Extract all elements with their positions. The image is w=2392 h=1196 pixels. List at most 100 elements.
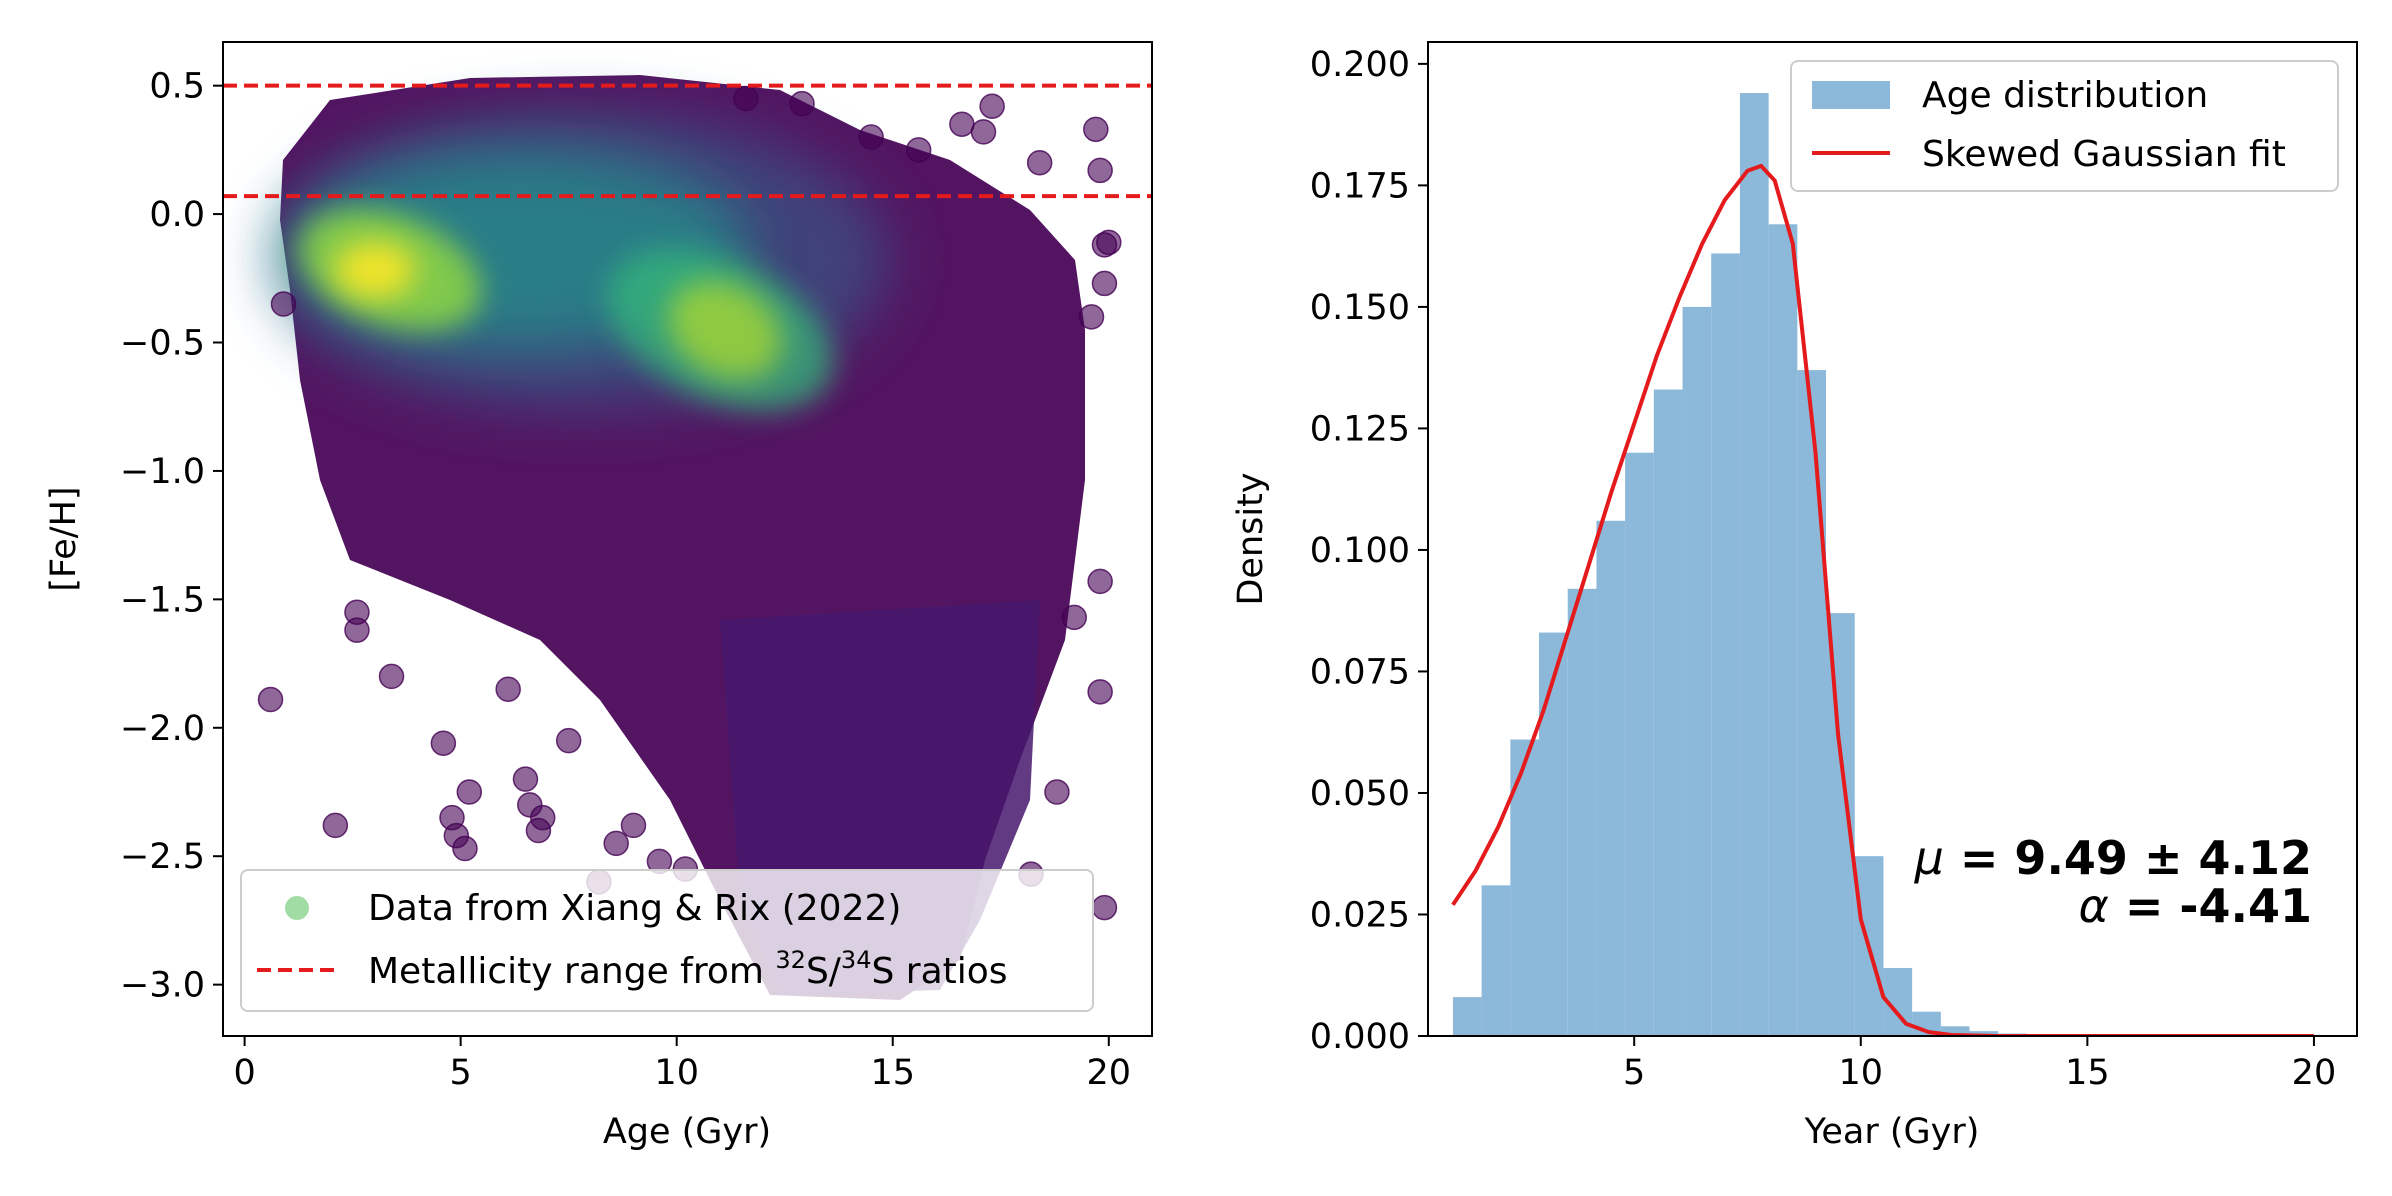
histogram-bar bbox=[1625, 452, 1654, 1036]
scatter-point bbox=[733, 85, 759, 112]
scatter-point bbox=[905, 137, 932, 163]
histogram-bar bbox=[1539, 632, 1568, 1036]
scatter-point bbox=[970, 119, 997, 145]
scatter-x-ticks: 0 5 10 15 20 bbox=[233, 1036, 1131, 1093]
scatter-point bbox=[495, 676, 521, 703]
histogram-axes-frame bbox=[1427, 41, 2358, 1037]
scatter-point bbox=[1096, 229, 1122, 256]
histogram-bar bbox=[1653, 389, 1683, 1036]
scatter-x-axis-label: Age (Gyr) bbox=[603, 1112, 771, 1152]
x-tick-label: 20 bbox=[2292, 1053, 2337, 1093]
x-tick-label: 10 bbox=[654, 1053, 699, 1093]
scatter-point bbox=[529, 804, 556, 831]
scatter-point bbox=[1091, 270, 1118, 297]
y-tick-label: 0.000 bbox=[1310, 1017, 1410, 1057]
y-tick-label: 0.050 bbox=[1310, 774, 1410, 814]
histogram-bars bbox=[1452, 93, 2142, 1036]
scatter-point bbox=[1087, 568, 1113, 595]
scatter-y-axis-label: [Fe/H] bbox=[44, 486, 84, 591]
histogram-x-axis-label: Year (Gyr) bbox=[1804, 1112, 1980, 1152]
scatter-axes-frame bbox=[222, 41, 1153, 1037]
scatter-point bbox=[456, 779, 483, 805]
metallicity-range-lines bbox=[223, 83, 1152, 199]
scatter-point bbox=[949, 111, 975, 137]
scatter-point bbox=[322, 812, 349, 839]
y-tick-label: −3.0 bbox=[120, 966, 205, 1006]
histogram-bar bbox=[1768, 224, 1798, 1036]
scatter-point bbox=[1087, 157, 1113, 184]
histogram-bar bbox=[1481, 885, 1511, 1036]
histogram-bar bbox=[1711, 253, 1740, 1036]
y-tick-label: −2.5 bbox=[120, 837, 205, 877]
y-tick-label: 0.075 bbox=[1310, 652, 1410, 692]
scatter-panel: 0 5 10 15 20 0.50.0−0.5−1.0−1.5−2.0−2.5−3.0 … bbox=[44, 41, 1153, 1152]
legend-label-age-distribution: Age distribution bbox=[1922, 75, 2208, 116]
scatter-point bbox=[1026, 149, 1053, 176]
annotation-alpha: α = -4.41 bbox=[2079, 879, 2313, 933]
x-tick-label: 15 bbox=[870, 1053, 915, 1093]
y-tick-label: −1.0 bbox=[120, 452, 205, 492]
scatter-point bbox=[603, 830, 629, 857]
y-tick-label: 0.150 bbox=[1310, 288, 1410, 328]
scatter-points bbox=[257, 85, 1122, 921]
scatter-y-ticks: 0.5 0.0 −0.5 −1.0 −1.5 −2.0 −2.5 −3.0 bbox=[120, 67, 223, 1006]
histogram-bar bbox=[1969, 1031, 1999, 1036]
scatter-point bbox=[270, 291, 297, 317]
histogram-plot-area bbox=[1451, 93, 2314, 1036]
y-tick-label: 0.200 bbox=[1310, 45, 1410, 85]
density-core-1-peak bbox=[335, 242, 415, 298]
scatter-point bbox=[1078, 304, 1105, 330]
histogram-legend: Age distribution Skewed Gaussian fit bbox=[1790, 60, 2339, 192]
scatter-point bbox=[979, 93, 1005, 119]
x-tick-label: 5 bbox=[450, 1053, 472, 1093]
scatter-point bbox=[1044, 779, 1070, 805]
x-tick-label: 0 bbox=[233, 1053, 255, 1093]
scatter-point bbox=[1087, 679, 1113, 705]
scatter-point bbox=[257, 686, 284, 713]
y-tick-label: −1.5 bbox=[120, 580, 205, 620]
x-tick-label: 15 bbox=[2065, 1053, 2110, 1093]
scatter-point bbox=[620, 812, 647, 839]
annotation-mu: μ = 9.49 ± 4.12 bbox=[1914, 831, 2312, 885]
y-tick-label: 0.100 bbox=[1310, 531, 1410, 571]
density-core-2 bbox=[668, 280, 782, 380]
scatter-point bbox=[1091, 894, 1118, 921]
histogram-bar bbox=[1797, 370, 1827, 1036]
histogram-bar bbox=[1567, 588, 1597, 1036]
y-tick-label: 0.025 bbox=[1310, 895, 1410, 935]
scatter-point bbox=[378, 663, 405, 690]
scatter-plot-area bbox=[223, 75, 1152, 1000]
y-tick-label: 0.0 bbox=[149, 195, 205, 235]
histogram-y-ticks: 0.000 0.025 0.050 0.075 0.100 0.125 0.150 0.175… bbox=[1310, 45, 1428, 1057]
x-tick-label: 20 bbox=[1087, 1053, 1132, 1093]
scatter-legend-box bbox=[240, 869, 1094, 1012]
histogram-panel: 5 10 15 20 0.0000.0250.0500.0750.1000.1250.… bbox=[1231, 41, 2358, 1152]
legend-marker-data bbox=[285, 896, 309, 920]
legend-label-fit: Skewed Gaussian fit bbox=[1922, 134, 2286, 175]
legend-label-data: Data from Xiang & Rix (2022) bbox=[368, 888, 901, 929]
y-tick-label: 0.175 bbox=[1310, 166, 1410, 206]
legend-label-metallicity: Metallicity range from 32S/34S ratios bbox=[368, 946, 1008, 992]
histogram-bar bbox=[1739, 93, 1769, 1036]
x-tick-label: 5 bbox=[1623, 1053, 1645, 1093]
histogram-bar bbox=[1940, 1026, 1970, 1036]
histogram-y-axis-label: Density bbox=[1231, 472, 1271, 605]
histogram-bar bbox=[1452, 997, 1482, 1036]
scatter-point bbox=[430, 730, 457, 756]
y-tick-label: 0.5 bbox=[149, 67, 205, 107]
histogram-bar bbox=[1596, 520, 1626, 1036]
density-cloud bbox=[270, 75, 1085, 1000]
legend-patch-age-distribution bbox=[1812, 81, 1890, 109]
scatter-point bbox=[512, 766, 539, 792]
histogram-legend-box bbox=[1790, 60, 2339, 192]
scatter-point bbox=[1083, 116, 1109, 143]
histogram-bar bbox=[1682, 306, 1712, 1036]
scatter-legend: Data from Xiang & Rix (2022) Metallicity… bbox=[240, 869, 1094, 1012]
y-tick-label: −0.5 bbox=[120, 324, 205, 364]
scatter-point bbox=[344, 617, 370, 643]
scatter-point bbox=[1061, 604, 1087, 631]
y-tick-label: −2.0 bbox=[120, 709, 205, 749]
scatter-point bbox=[452, 835, 478, 862]
y-tick-label: 0.125 bbox=[1310, 409, 1410, 449]
